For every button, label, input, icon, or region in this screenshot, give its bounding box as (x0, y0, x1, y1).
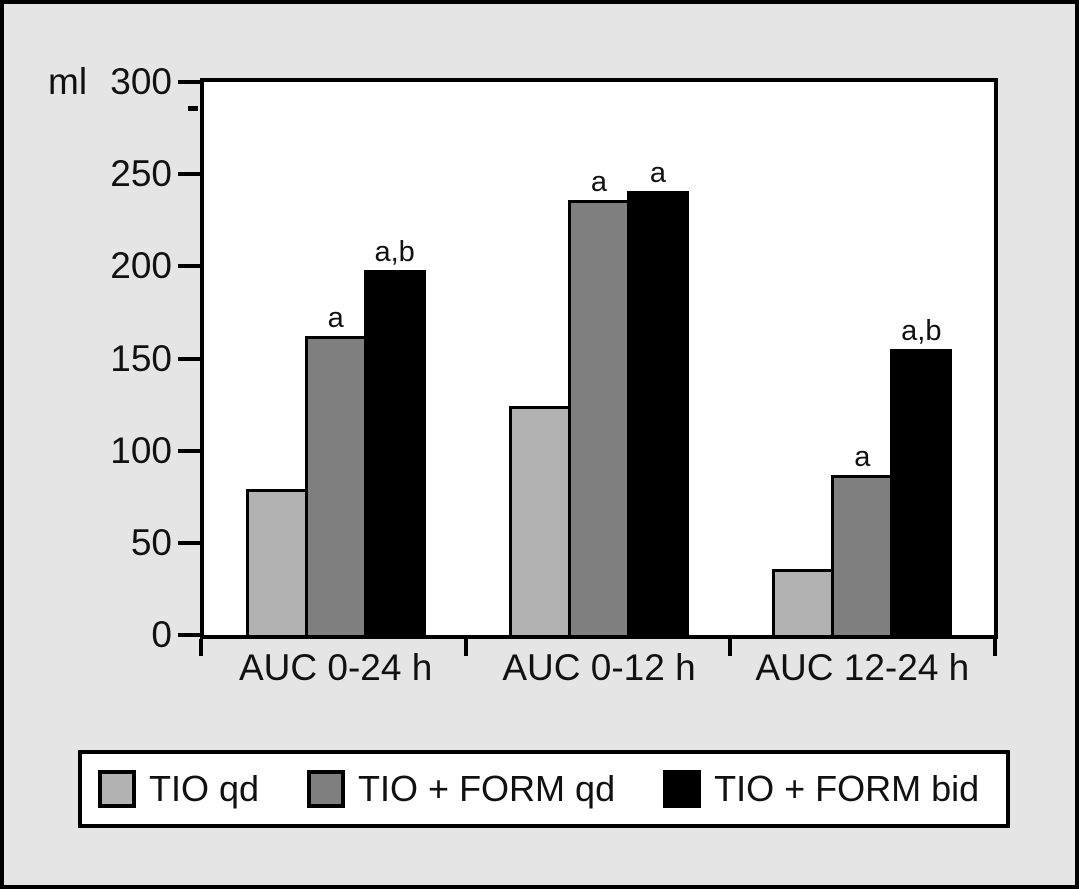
y-axis-tick (178, 264, 204, 269)
legend-item: TIO qd (98, 768, 259, 810)
y-axis-tick (178, 633, 204, 637)
y-axis-tick-label: 150 (110, 337, 172, 379)
x-axis-tick (199, 639, 203, 656)
significance-annotation: a,b (901, 315, 942, 348)
x-axis-tick (993, 639, 997, 656)
x-axis-tick (463, 639, 468, 656)
significance-annotation: a (327, 302, 344, 335)
y-axis-tick-label: 100 (110, 429, 172, 471)
y-axis-tick (178, 356, 204, 361)
legend-item: TIO + FORM bid (663, 768, 979, 810)
bar-group: a a,b (204, 82, 467, 635)
legend-swatch (307, 770, 346, 808)
x-axis-category-label: AUC 0-12 h (502, 647, 696, 688)
y-axis-tick (178, 448, 204, 453)
legend: TIO qd TIO + FORM qd TIO + FORM bid (78, 750, 1010, 828)
bar: a,b (363, 238, 426, 635)
bar: a (831, 442, 894, 635)
bar: a,b (890, 317, 953, 635)
bar (508, 406, 571, 635)
minor-tick-dash (188, 106, 198, 111)
legend-swatch (663, 770, 702, 808)
significance-annotation: a (854, 440, 871, 473)
y-axis-tick-label: 200 (110, 245, 172, 287)
bar: a (626, 158, 689, 635)
x-axis-category-label: AUC 12-24 h (755, 647, 970, 688)
bar: a (304, 304, 367, 635)
bar-groups-container: a a,b a a a a,b (204, 82, 994, 635)
y-axis-tick (178, 172, 204, 177)
legend-label: TIO qd (149, 768, 260, 809)
y-axis-tick-label: 300 (110, 61, 172, 102)
y-axis-unit-label: ml (48, 61, 88, 102)
legend-swatch (98, 770, 136, 808)
y-axis-tick (178, 540, 204, 545)
legend-item: TIO + FORM qd (307, 768, 615, 810)
bar (772, 568, 835, 635)
x-axis-category-label: AUC 0-24 h (239, 647, 433, 688)
y-axis-tick-label: 250 (110, 153, 172, 195)
legend-label: TIO + FORM qd (358, 768, 616, 809)
bar: a (567, 167, 630, 635)
y-axis-tick (178, 80, 204, 84)
y-axis-tick-label: 0 (151, 614, 172, 655)
x-axis-tick (728, 639, 733, 656)
significance-annotation: a (649, 156, 667, 189)
bar (245, 489, 308, 635)
plot-area: a a,b a a a a,b (200, 78, 998, 639)
y-axis-tick-label: 50 (130, 521, 172, 563)
bar-group: a a,b (731, 82, 994, 635)
significance-annotation: a,b (374, 236, 415, 269)
legend-label: TIO + FORM bid (714, 768, 980, 809)
significance-annotation: a (590, 165, 608, 198)
